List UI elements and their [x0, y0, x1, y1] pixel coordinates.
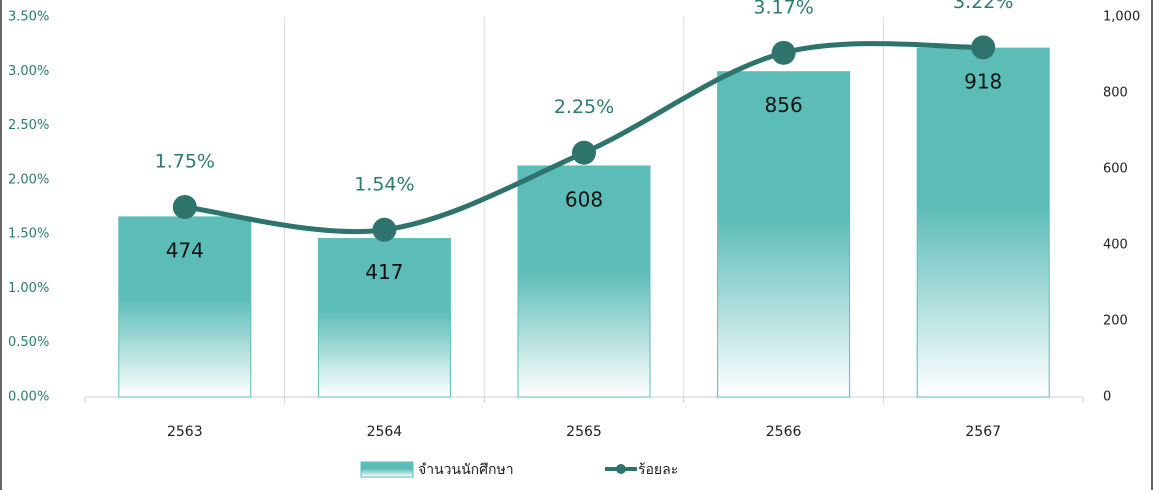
x-tick-label: 2567 [965, 424, 1001, 440]
y2-tick-label: 600 [1103, 162, 1128, 177]
y-tick-label: 0.00% [8, 390, 49, 405]
legend-swatch [360, 461, 414, 478]
y-tick-label: 0.50% [8, 335, 49, 350]
legend-label: จำนวนนักศึกษา [418, 462, 514, 478]
y2-tick-label: 0 [1103, 390, 1111, 405]
line-point [771, 40, 796, 65]
bar-label: 417 [365, 260, 403, 284]
bar [517, 165, 651, 398]
y-tick-label: 1.50% [8, 227, 49, 242]
y2-tick-label: 1,000 [1103, 10, 1140, 25]
line-point [372, 217, 397, 242]
legend-label: ร้อยละ [638, 462, 678, 478]
y-tick-label: 3.00% [8, 64, 49, 79]
line-point [971, 35, 996, 60]
x-tick-label: 2566 [766, 424, 802, 440]
y-tick-label: 2.00% [8, 172, 49, 187]
line-point [572, 140, 596, 165]
x-tick-label: 2563 [167, 424, 203, 440]
line-label: 1.75% [155, 151, 215, 173]
y2-tick-label: 200 [1103, 314, 1128, 329]
y-tick-label: 3.50% [8, 10, 49, 25]
bar [717, 71, 851, 398]
y2-tick-label: 400 [1103, 238, 1128, 253]
line-label: 1.54% [354, 173, 414, 195]
line-label: 3.22% [953, 0, 1013, 13]
bar-label: 474 [166, 238, 204, 262]
line-label: 3.17% [753, 0, 813, 18]
y-tick-label: 2.50% [8, 118, 49, 133]
bar-label: 918 [964, 70, 1002, 94]
line-label: 2.25% [554, 96, 614, 118]
bar-label: 608 [565, 187, 603, 211]
y-tick-label: 1.00% [8, 281, 49, 296]
bar [317, 238, 451, 398]
legend-swatch-dot [616, 464, 626, 474]
x-tick-label: 2565 [566, 424, 602, 440]
line-point [172, 195, 197, 219]
bar-label: 856 [765, 93, 803, 117]
bar [118, 216, 252, 398]
bar [916, 47, 1050, 398]
y2-tick-label: 800 [1103, 86, 1128, 101]
x-tick-label: 2564 [367, 424, 403, 440]
